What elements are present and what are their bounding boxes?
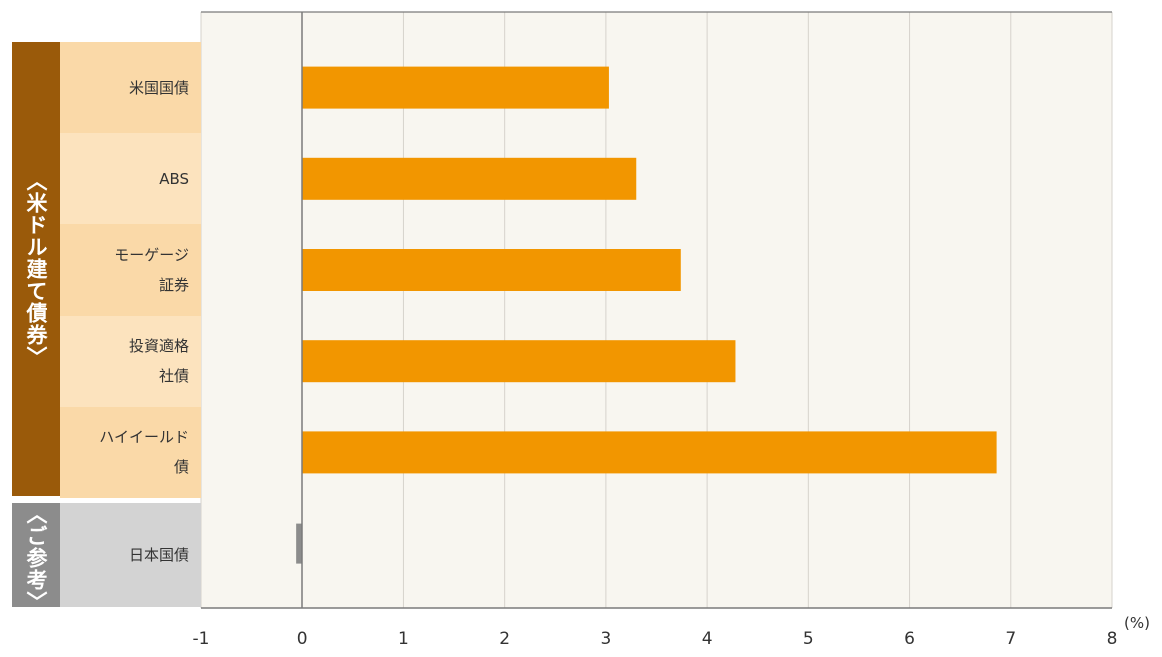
x-tick-label: 0 [296,629,308,649]
bar [296,523,303,564]
x-tick-label: 1 [398,629,409,649]
bar [302,340,736,383]
category-label: 米国国債 [60,42,201,134]
group-label-usd-bonds: 〈米ドル建て債券〉 [12,42,60,496]
x-tick-label: 2 [499,629,511,649]
bar [302,66,609,109]
group-label-reference: 〈ご参考〉 [12,503,60,613]
x-axis-unit: (%) [1124,614,1150,632]
category-label: モーゲージ 証券 [60,224,201,316]
category-label: 日本国債 [60,503,201,607]
plot-background [201,12,1112,608]
x-tick-label: 7 [1005,629,1017,649]
bar [302,249,681,291]
gridlines [200,12,1113,608]
x-tick-label: 6 [904,629,915,649]
category-label: ハイイールド 債 [60,406,201,498]
x-tick-label: 8 [1106,629,1118,649]
category-label: 投資適格 社債 [60,315,201,407]
bar [302,157,637,200]
bars [296,66,997,564]
bar [302,431,997,474]
x-tick-label: 4 [701,629,713,649]
x-tick-label: -1 [192,629,210,649]
x-tick-label: 5 [802,629,814,649]
x-tick-label: 3 [600,629,612,649]
category-label: ABS [60,133,201,225]
